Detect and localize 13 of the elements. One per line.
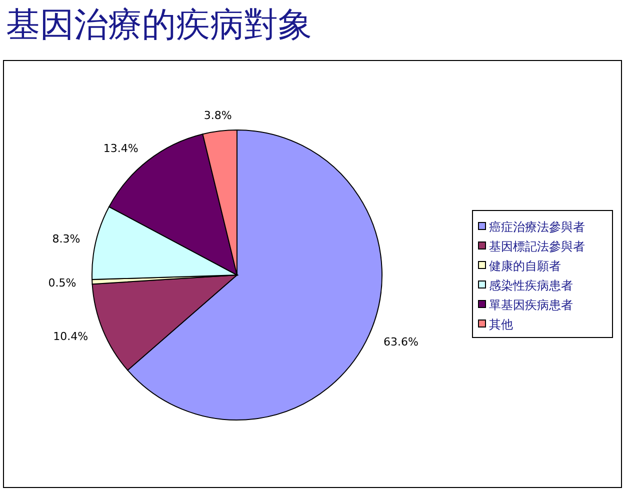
legend-label: 單基因疾病患者 <box>489 298 573 312</box>
legend-label: 癌症治療法參與者 <box>489 220 585 234</box>
legend-label: 基因標記法參與者 <box>489 240 585 254</box>
data-label: 13.4% <box>103 142 138 155</box>
data-label: 10.4% <box>53 330 88 344</box>
data-label: 8.3% <box>52 232 80 246</box>
legend-label: 感染性疾病患者 <box>489 278 573 292</box>
chart-title: 基因治療的疾病對象 <box>6 5 312 45</box>
legend-label: 其他 <box>489 318 513 332</box>
data-label: 0.5% <box>48 276 76 290</box>
data-label: 3.8% <box>204 109 232 122</box>
data-label: 63.6% <box>384 336 418 349</box>
legend-label: 健康的自願者 <box>489 259 561 273</box>
